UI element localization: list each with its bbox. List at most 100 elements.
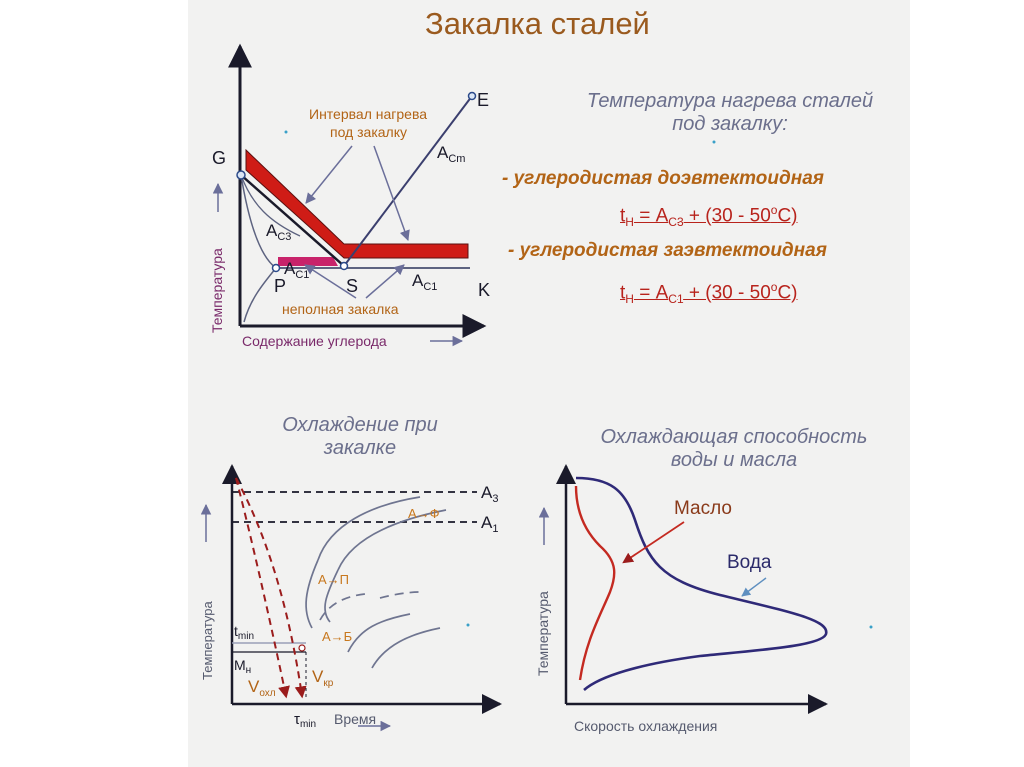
v-cool-curve [235,477,290,699]
formula-rest: + (30 - 50 [683,205,771,227]
ac3-line [240,174,345,267]
label-s: S [346,276,358,296]
acm-line [343,95,473,267]
oil-curve [574,485,616,681]
formula-deg: о [770,203,778,217]
pq-curve [243,267,277,323]
label-ac3-main: A [266,221,278,240]
label-v-critical-sub: кр [323,678,333,689]
decor-dot [284,130,288,134]
label-p: P [274,276,286,296]
label-ac3: AC3 [266,221,291,243]
hypereutectoid-formula: tН = AС1 + (30 - 50оС) [620,280,798,306]
interval-arrow-right-icon [373,145,410,241]
label-tau-main: τ [294,711,300,728]
hypoeutectoid-label: - углеродистая доэвтектоидная [502,168,824,189]
label-e: E [477,90,489,110]
slide-background [188,0,910,767]
cooling-diagram: A3 A1 A→Ф A→П A→Б tmin Mн Vохл Vкр τmin … [200,464,502,732]
label-v-cool-main: V [248,677,260,696]
gp-curve [240,174,277,269]
bainite-dashed-curve [319,593,366,621]
label-v-critical: Vкр [312,667,334,689]
formula-t: t [620,282,626,304]
formula-a-sub: С3 [668,215,684,230]
bainite-lower-curve-2 [371,627,441,669]
cooling-capacity-diagram: Масло Вода Температура Скорость охлажден… [535,464,828,734]
label-mn: Mн [234,657,251,676]
label-v-cool-sub: охл [259,688,275,699]
bainite-lower-curve [347,613,411,653]
interval-annotation-line1: Интервал нагрева [309,106,427,122]
label-ac1-left-main: A [284,259,296,278]
label-mn-sub: н [246,665,252,676]
label-a1-sub: 1 [492,523,498,535]
g-lower-curve [240,174,301,237]
heating-temp-heading-line1: Температура нагрева сталей [586,90,874,112]
formula-eq: = A [633,282,669,304]
label-tmin: tmin [234,623,254,642]
label-g: G [212,148,226,168]
label-tmin-sub: min [238,631,254,642]
cooling-heading-line1: Охлаждение при [282,414,438,436]
capacity-y-label: Температура [535,591,551,676]
cooling-y-label: Температура [200,600,215,680]
label-mn-main: M [234,657,246,673]
capacity-heading: Охлаждающая способность воды и масла [566,426,902,472]
label-ac3-sub: C3 [277,231,291,243]
phase-x-label: Содержание углерода [242,333,387,349]
formula-a-sub: С1 [668,292,684,307]
cooling-heading-line2: закалке [323,437,397,459]
interval-arrow-left-icon [305,145,353,204]
label-a3-sub: 3 [492,493,498,505]
partial-quench-annotation: неполная закалка [282,301,399,317]
c-curve-1-lower [305,559,319,629]
phase-y-label: Температура [209,248,225,333]
label-a1: A1 [481,513,498,535]
heating-temp-heading: Температура нагрева сталей под закалку: [558,90,902,136]
label-ac1-right: AC1 [412,271,437,293]
label-water: Вода [727,552,772,573]
critical-point-marker [298,644,306,652]
point-s-marker [339,261,349,271]
zone-a-f: A→Ф [408,506,440,521]
c-curve-1 [317,496,421,561]
label-oil: Масло [674,498,732,519]
hypoeutectoid-formula: tН = AС3 + (30 - 50оС) [620,203,798,229]
partial-arrow-right-icon [365,264,405,299]
partial-quench-band [278,257,338,266]
interval-annotation-line2: под закалку [330,124,407,140]
label-k: K [478,280,490,300]
oil-pointer-arrow-icon [622,521,685,564]
label-a3: A3 [481,483,498,505]
phase-diagram: G E P S K ACm AC3 AC1 AC1 Интервал нагре… [209,43,490,349]
decor-dot [712,140,716,144]
label-acm: ACm [437,143,465,165]
formula-deg: о [770,280,778,294]
label-a3-main: A [481,483,493,502]
cooling-heading: Охлаждение при закалке [254,414,466,460]
decor-dot [466,623,470,627]
v-critical-curve [235,477,307,699]
formula-eq: = A [633,205,669,227]
label-v-critical-main: V [312,667,324,686]
formula-end: С) [777,205,798,227]
water-curve [575,476,828,691]
hypereutectoid-label: - углеродистая заэвтектоидная [508,240,827,261]
capacity-heading-line1: Охлаждающая способность [600,426,868,448]
formula-t: t [620,205,626,227]
label-tau-min: τmin [294,711,316,730]
zone-a-p: A→П [318,572,349,587]
slide-title: Закалка сталей [425,6,650,41]
point-e-marker [467,91,477,101]
formula-t-sub: Н [625,292,634,307]
decor-dot [869,625,873,629]
c-curve-2-lower [324,569,339,623]
label-v-cool: Vохл [248,677,276,699]
c-curve-2 [337,509,447,571]
heating-band [245,148,469,259]
label-tau-sub: min [300,719,316,730]
point-g-marker [236,170,246,180]
heating-temp-heading-line2: под закалку: [672,113,788,135]
